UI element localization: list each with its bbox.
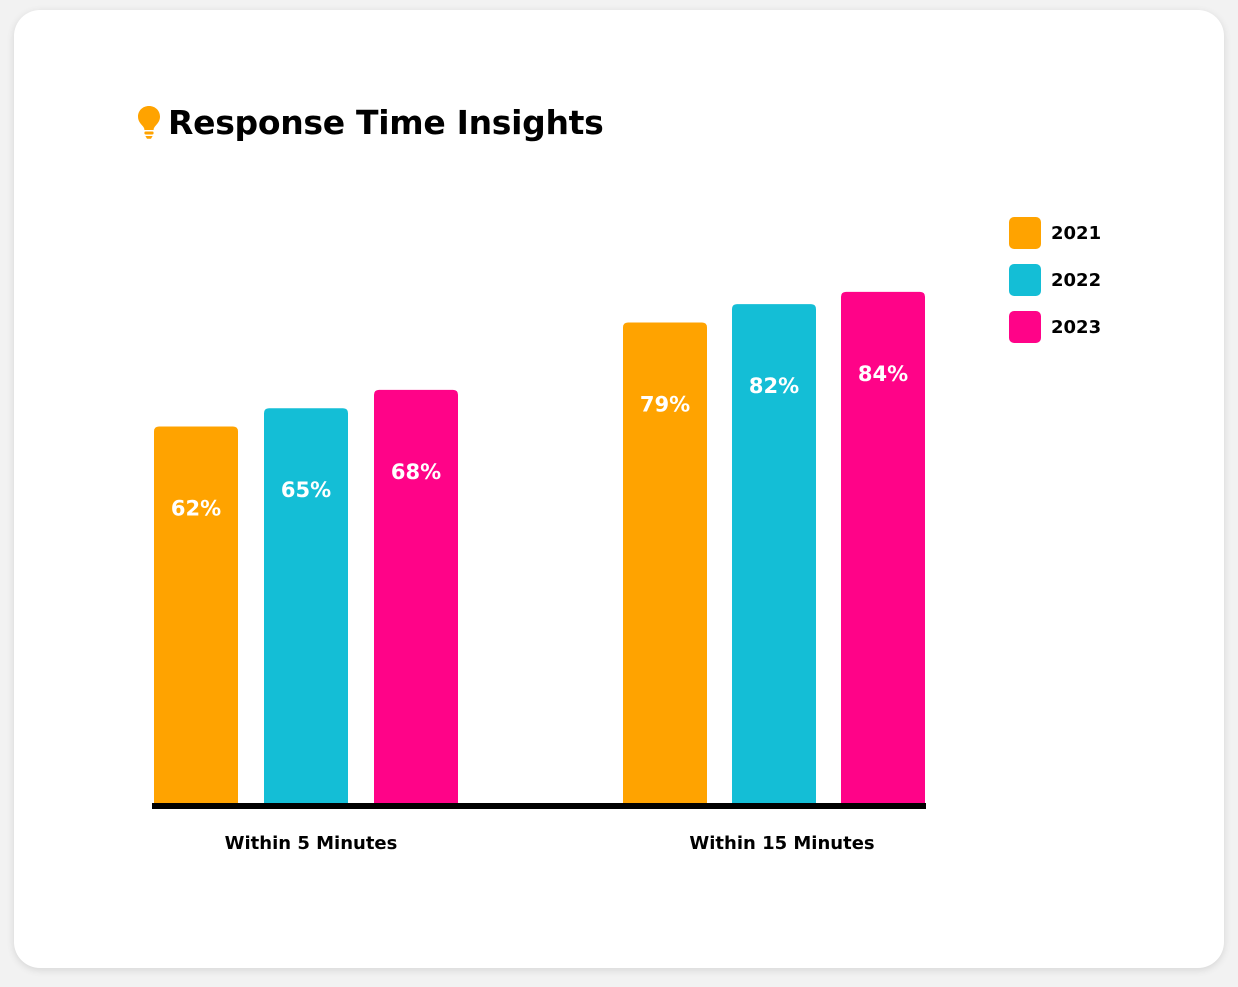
legend-label: 2021 [1051,222,1102,244]
chart-header: Response Time Insights [136,102,604,142]
bar-2022-within-15-minutes [732,304,816,806]
bar-value-label: 79% [640,393,690,417]
legend-item-2023: 2023 [1009,311,1101,343]
legend-swatch [1009,217,1041,249]
bar-value-label: 62% [171,497,221,521]
legend-swatch [1009,311,1041,343]
bar-value-label: 65% [281,478,331,502]
legend-swatch [1009,264,1041,296]
legend-item-2022: 2022 [1009,264,1101,296]
bar-2022-within-5-minutes [264,408,348,806]
legend-label: 2022 [1051,269,1102,291]
category-label: Within 5 Minutes [225,833,398,854]
chart-legend: 2021 2022 2023 [1009,217,1101,358]
bar-2021-within-15-minutes [623,322,707,806]
x-axis-line [152,803,926,809]
bar-2023-within-15-minutes [841,291,925,806]
bar-value-label: 68% [391,460,441,484]
bar-value-label: 84% [858,362,908,386]
chart-title: Response Time Insights [168,102,604,142]
lightbulb-icon [138,106,160,139]
legend-label: 2023 [1051,316,1102,338]
category-label: Within 15 Minutes [689,833,874,854]
bar-value-label: 82% [749,374,799,398]
bar-2021-within-5-minutes [154,426,238,806]
legend-item-2021: 2021 [1009,217,1101,249]
bar-2023-within-5-minutes [374,389,458,806]
